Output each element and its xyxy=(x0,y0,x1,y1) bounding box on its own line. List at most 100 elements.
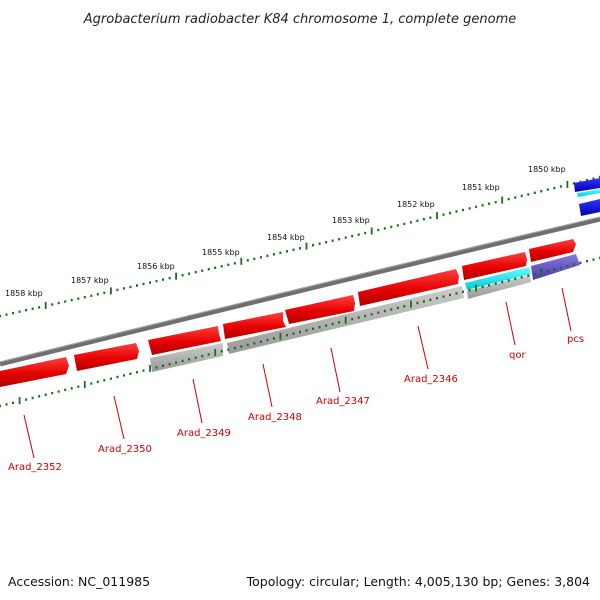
minor-tick xyxy=(299,330,301,334)
minor-tick xyxy=(559,266,562,269)
minor-tick xyxy=(70,298,73,302)
minor-tick xyxy=(57,390,60,393)
minor-tick xyxy=(403,305,406,308)
genome-backbone xyxy=(0,216,600,367)
minor-tick xyxy=(468,207,471,210)
minor-tick xyxy=(162,278,164,281)
minor-tick xyxy=(233,262,236,265)
minor-tick xyxy=(220,265,223,268)
gene-arrow-gray[interactable] xyxy=(467,275,531,299)
minor-tick xyxy=(442,295,445,298)
gene-arrow-red[interactable] xyxy=(74,343,139,371)
minor-tick xyxy=(357,316,360,319)
major-tick xyxy=(475,284,477,292)
minor-tick xyxy=(338,238,341,241)
minor-tick xyxy=(129,285,132,289)
minor-tick xyxy=(403,222,406,226)
minor-tick xyxy=(475,205,478,209)
minor-tick xyxy=(18,310,21,313)
minor-tick xyxy=(442,213,445,216)
minor-tick xyxy=(507,197,510,201)
gene-arrow-red[interactable] xyxy=(285,295,355,324)
kbp-label: 1854 kbp xyxy=(267,233,305,242)
minor-tick xyxy=(51,391,54,395)
gene-arrow-red[interactable] xyxy=(529,239,576,262)
gene-arrow-red[interactable] xyxy=(223,312,286,339)
gene-label-leaders xyxy=(23,287,572,459)
minor-tick xyxy=(357,233,360,236)
gene-arrow-blue[interactable] xyxy=(574,178,600,192)
minor-tick xyxy=(240,345,243,348)
minor-tick xyxy=(259,256,262,259)
gene-label[interactable]: Arad_2346 xyxy=(404,374,458,385)
minor-tick xyxy=(286,334,288,337)
gene-label[interactable]: qor xyxy=(509,350,526,361)
kbp-label: 1850 kbp xyxy=(528,165,566,174)
minor-tick xyxy=(246,343,249,347)
minor-tick xyxy=(103,379,106,382)
gene-arrow-red[interactable] xyxy=(0,357,69,387)
minor-tick xyxy=(155,279,158,283)
major-tick xyxy=(410,300,412,308)
gene-arrow-red[interactable] xyxy=(358,269,459,306)
minor-tick xyxy=(390,225,393,229)
minor-tick xyxy=(449,293,451,297)
minor-tick xyxy=(0,314,1,318)
minor-tick xyxy=(344,236,347,239)
minor-tick xyxy=(455,210,458,213)
minor-tick xyxy=(553,268,556,271)
genome-backbone-highlight xyxy=(0,216,600,363)
gene-arrow-gray[interactable] xyxy=(150,343,223,372)
major-tick xyxy=(240,257,243,265)
minor-tick xyxy=(246,259,249,262)
minor-tick xyxy=(253,342,256,345)
minor-tick xyxy=(64,300,67,303)
gene-label[interactable]: Arad_2352 xyxy=(8,462,62,473)
minor-tick xyxy=(201,354,204,358)
minor-tick xyxy=(207,353,210,356)
minor-tick xyxy=(70,387,73,390)
gene-label[interactable]: Arad_2350 xyxy=(98,444,152,455)
minor-tick xyxy=(299,247,301,250)
minor-tick xyxy=(416,219,419,222)
gene-label[interactable]: pcs xyxy=(567,334,584,345)
minor-tick xyxy=(109,377,112,380)
gene-arrow-cyan[interactable] xyxy=(577,189,600,197)
minor-tick xyxy=(286,250,288,253)
minor-tick xyxy=(514,277,517,281)
minor-tick xyxy=(279,251,282,254)
major-tick xyxy=(566,180,569,188)
minor-tick xyxy=(527,274,530,277)
major-tick xyxy=(214,348,217,356)
gene-label[interactable]: Arad_2348 xyxy=(248,412,302,423)
minor-tick xyxy=(272,253,275,256)
minor-tick xyxy=(468,289,471,292)
minor-tick xyxy=(201,269,204,272)
minor-tick xyxy=(188,272,191,275)
minor-tick xyxy=(325,241,328,244)
minor-tick xyxy=(136,284,138,287)
minor-tick xyxy=(25,309,28,312)
gene-arrow-blue[interactable] xyxy=(579,199,600,216)
minor-tick xyxy=(168,276,171,280)
minor-tick xyxy=(305,329,308,332)
minor-tick xyxy=(220,350,223,353)
gene-arrow-purple[interactable] xyxy=(531,254,580,280)
minor-tick xyxy=(325,324,328,327)
gene-arrow-cyan[interactable] xyxy=(465,267,531,290)
minor-tick xyxy=(194,356,197,359)
minor-tick xyxy=(390,308,393,311)
minor-tick xyxy=(292,248,295,251)
minor-tick xyxy=(64,388,67,392)
gene-arrow-red[interactable] xyxy=(462,252,527,280)
gene-label[interactable]: Arad_2347 xyxy=(316,396,370,407)
minor-tick xyxy=(338,321,341,324)
gene-arrow-red[interactable] xyxy=(148,326,221,355)
minor-tick xyxy=(396,224,399,227)
minor-tick xyxy=(96,380,99,384)
minor-tick xyxy=(533,272,536,276)
minor-tick xyxy=(494,282,497,285)
minor-tick xyxy=(233,346,236,350)
gene-label[interactable]: Arad_2349 xyxy=(177,428,231,439)
minor-tick xyxy=(266,338,269,342)
